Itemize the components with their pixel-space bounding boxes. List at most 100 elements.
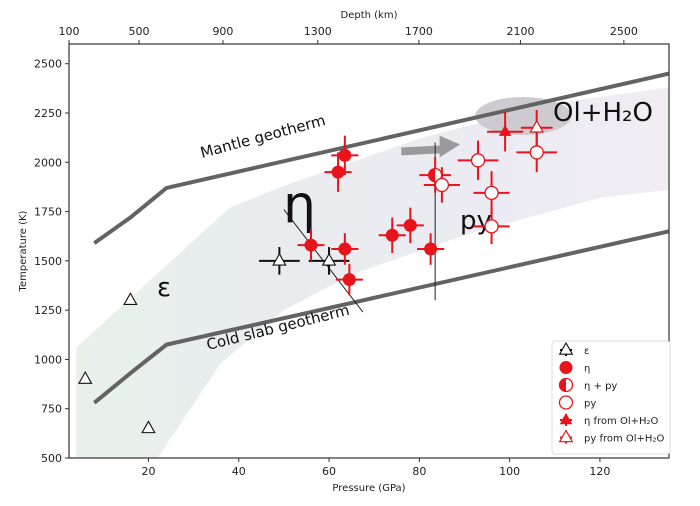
- point-marker: [484, 219, 499, 234]
- y-axis-label: Temperature (K): [18, 210, 29, 292]
- y-tick-label: 2000: [34, 156, 62, 169]
- legend-entry: η: [559, 361, 590, 375]
- point-marker: [470, 153, 486, 168]
- data-point: [259, 247, 300, 275]
- data-point: [297, 229, 325, 261]
- top-tick-label: 500: [128, 25, 149, 38]
- point-marker: [385, 228, 399, 242]
- stability-field-region: [76, 87, 670, 458]
- point-marker: [331, 165, 345, 179]
- data-point: [417, 233, 445, 265]
- point-marker: [424, 242, 438, 256]
- legend-label: η: [584, 364, 590, 375]
- point-marker: [304, 238, 318, 252]
- top-axis-label: Depth (km): [341, 10, 398, 21]
- data-point: [335, 263, 363, 296]
- data-point: [473, 208, 510, 245]
- point-marker: [123, 292, 138, 306]
- top-tick-label: 900: [212, 25, 233, 38]
- data-point: [457, 140, 499, 181]
- legend-label: η + py: [584, 381, 617, 392]
- data-point: [331, 135, 359, 176]
- x-tick-label: 80: [412, 465, 426, 478]
- y-tick-label: 500: [41, 452, 62, 465]
- y-tick-label: 2500: [34, 58, 62, 71]
- data-point: [141, 420, 156, 434]
- legend-marker: [558, 341, 574, 355]
- data-point: [419, 157, 451, 193]
- data-point: [396, 207, 424, 244]
- y-tick-label: 750: [41, 403, 62, 416]
- legend-marker: [558, 429, 574, 443]
- x-tick-label: 100: [499, 465, 520, 478]
- legend-marker: [559, 413, 573, 425]
- point-marker: [529, 119, 545, 133]
- point-marker: [272, 252, 287, 266]
- legend-entry: py from Ol+H₂O: [558, 429, 664, 445]
- top-tick-label: 2500: [610, 25, 638, 38]
- point-marker: [78, 371, 93, 384]
- point-marker: [141, 420, 156, 434]
- data-point: [324, 152, 352, 192]
- y-tick-label: 2250: [34, 107, 62, 120]
- point-marker: [338, 242, 352, 256]
- data-point: [123, 292, 138, 306]
- point-marker: [403, 218, 417, 232]
- y-tick-label: 1750: [34, 206, 62, 219]
- legend-entry: py: [558, 395, 596, 410]
- x-tick-label: 20: [141, 465, 155, 478]
- top-tick-label: 1300: [304, 25, 332, 38]
- data-point: [520, 110, 553, 146]
- point-marker: [321, 252, 337, 266]
- point-marker: [498, 124, 512, 136]
- legend-box: [551, 340, 671, 455]
- data-points: [78, 110, 558, 434]
- plot-frame: [68, 43, 670, 459]
- cold-slab-geotherm-line: [93, 229, 670, 405]
- epsilon-label: ε: [157, 273, 171, 303]
- top-tick-label: 2100: [506, 25, 534, 38]
- point-marker-half: [428, 168, 436, 182]
- legend-label: η from Ol+H₂O: [584, 416, 659, 427]
- data-point: [423, 167, 460, 203]
- top-tick-label: 1700: [405, 25, 433, 38]
- legend-entry: ε: [558, 341, 589, 357]
- ol-h2o-label: Ol+H₂O: [553, 98, 653, 128]
- x-axis-label: Pressure (GPa): [332, 483, 405, 494]
- x-tick-label: 40: [232, 465, 246, 478]
- phase-regions: [76, 87, 670, 458]
- y-tick-label: 1000: [34, 353, 62, 366]
- data-point: [78, 371, 93, 384]
- x-tick-label: 60: [322, 465, 336, 478]
- legend-label: py: [584, 399, 596, 410]
- top-tick-label: 100: [59, 25, 80, 38]
- legend-label: ε: [584, 346, 589, 357]
- mantle-geotherm-line: [93, 71, 670, 245]
- axes: 20 40 60 80 100 120 500 750 1000 1250 1500 1750 2000…: [18, 10, 670, 494]
- data-point: [378, 217, 406, 253]
- data-point: [516, 132, 558, 173]
- ol-h2o-region: [475, 96, 572, 135]
- data-point: [487, 112, 524, 152]
- point-marker: [342, 273, 356, 287]
- geotherms: [93, 71, 670, 405]
- legend-entry: η from Ol+H₂O: [559, 413, 659, 427]
- legend: εη η + py py η from Ol+H₂O py from Ol+H₂O: [551, 340, 671, 455]
- y-tick-label: 1500: [34, 255, 62, 268]
- arrow-icon: [401, 135, 460, 158]
- data-point: [331, 233, 359, 265]
- legend-label: py from Ol+H₂O: [584, 434, 664, 445]
- point-marker: [434, 177, 450, 193]
- data-point: [308, 247, 350, 275]
- legend-entry: η + py: [558, 377, 617, 393]
- point-marker: [529, 145, 544, 160]
- legend-marker: [559, 361, 573, 374]
- legend-marker-half: [559, 378, 566, 392]
- x-tick-label: 120: [589, 465, 610, 478]
- data-point: [473, 171, 510, 215]
- y-tick-label: 1250: [34, 304, 62, 317]
- point-marker: [484, 185, 499, 200]
- point-marker: [338, 148, 352, 162]
- eta-label: η: [283, 175, 316, 235]
